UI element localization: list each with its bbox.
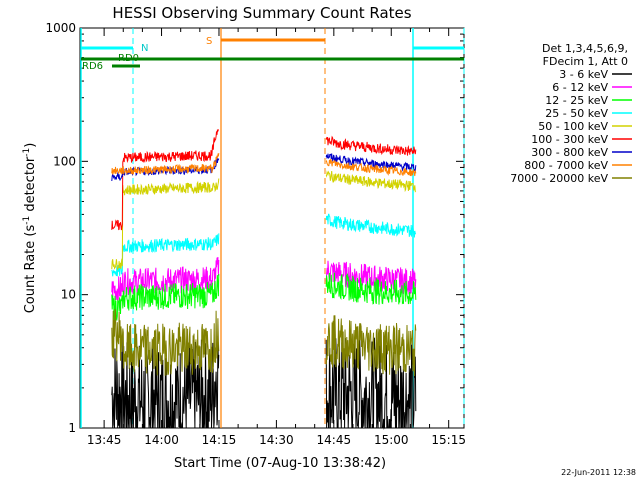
series-4-segment-1 bbox=[325, 170, 417, 193]
series-layer bbox=[111, 128, 417, 430]
rd6-label: RD6 bbox=[82, 61, 103, 72]
series-5-segment-1 bbox=[325, 135, 417, 156]
x-tick-label-5: 15:00 bbox=[374, 433, 409, 447]
legend-label-1: 6 - 12 keV bbox=[552, 81, 608, 94]
legend-label-4: 50 - 100 keV bbox=[538, 120, 608, 133]
series-5-segment-0 bbox=[111, 128, 219, 231]
y-tick-label-1: 10 bbox=[61, 288, 76, 302]
series-0-segment-1 bbox=[325, 336, 417, 430]
legend-label-0: 3 - 6 keV bbox=[559, 68, 608, 81]
y-tick-label-3: 1000 bbox=[45, 21, 76, 35]
footer-date: 22-Jun-2011 12:38 bbox=[561, 468, 636, 477]
series-0-segment-0 bbox=[111, 335, 220, 429]
y-axis-label-sup1: -1 bbox=[22, 216, 32, 225]
series-4-segment-0 bbox=[111, 178, 220, 271]
n-flag-label: N bbox=[141, 43, 148, 54]
series-3-segment-1 bbox=[325, 213, 417, 238]
y-tick-label-0: 1 bbox=[68, 421, 76, 435]
y-axis-label-main: Count Rate (s bbox=[23, 225, 38, 314]
legend-header-1: Det 1,3,4,5,6,9, bbox=[542, 42, 628, 55]
legend-label-7: 800 - 7000 keV bbox=[524, 159, 608, 172]
legend-label-2: 12 - 25 keV bbox=[545, 94, 608, 107]
series-2-segment-0 bbox=[111, 273, 220, 321]
x-tick-label-3: 14:30 bbox=[259, 433, 294, 447]
y-axis-label-sup2: -1 bbox=[22, 148, 32, 157]
s-flag-label: S bbox=[206, 36, 212, 47]
x-tick-label-6: 15:15 bbox=[431, 433, 466, 447]
x-tick-label-4: 14:45 bbox=[317, 433, 352, 447]
x-tick-label-1: 14:00 bbox=[144, 433, 179, 447]
svg-text:Count Rate (s-1 detector-1): Count Rate (s-1 detector-1) bbox=[22, 143, 38, 314]
series-8-segment-1 bbox=[325, 315, 417, 377]
y-tick-label-2: 100 bbox=[53, 154, 76, 168]
series-3-segment-0 bbox=[111, 233, 220, 277]
series-2-segment-1 bbox=[325, 272, 417, 305]
x-tick-label-0: 13:45 bbox=[87, 433, 122, 447]
x-tick-label-2: 14:15 bbox=[202, 433, 237, 447]
y-axis-label-end: ) bbox=[23, 143, 38, 148]
y-axis-label: Count Rate (s-1 detector-1) bbox=[22, 143, 38, 314]
chart-title: HESSI Observing Summary Count Rates bbox=[112, 4, 411, 22]
rd0-label: RD0 bbox=[118, 53, 139, 64]
legend-label-3: 25 - 50 keV bbox=[545, 107, 608, 120]
series-8-segment-0 bbox=[111, 308, 220, 376]
x-axis-label: Start Time (07-Aug-10 13:38:42) bbox=[174, 456, 386, 471]
series-7-segment-0 bbox=[111, 152, 220, 176]
axes: 13:45 14:00 14:15 14:30 14:45 15:00 15:15 1 10 10… bbox=[45, 21, 466, 447]
legend-label-8: 7000 - 20000 keV bbox=[510, 172, 608, 185]
series-6-segment-1 bbox=[325, 153, 417, 172]
y-axis-label-mid: detector bbox=[23, 156, 38, 216]
legend-label-5: 100 - 300 keV bbox=[531, 133, 608, 146]
legend-label-6: 300 - 800 keV bbox=[531, 146, 608, 159]
series-7-segment-1 bbox=[325, 158, 417, 177]
legend-header-2: FDecim 1, Att 0 bbox=[543, 55, 628, 68]
